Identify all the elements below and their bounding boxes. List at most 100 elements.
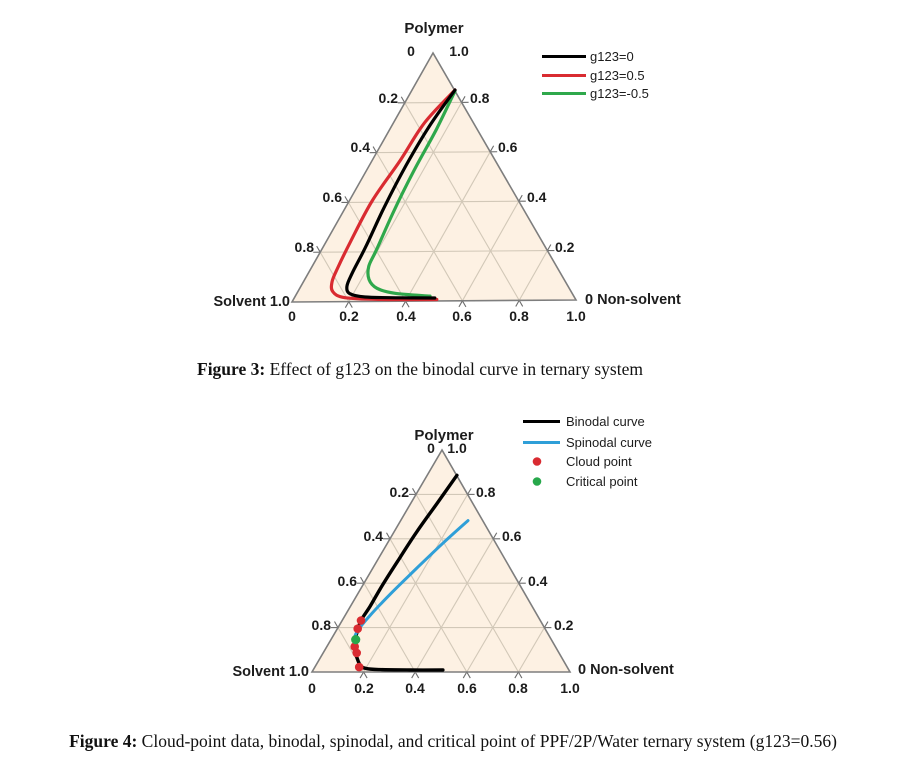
cloud-point-dot	[354, 662, 364, 672]
figure3-caption-label: Figure 3:	[197, 359, 266, 379]
tick-mark	[492, 532, 498, 540]
tick-label: 0.2	[554, 617, 574, 633]
tick-label: 0.6	[502, 528, 522, 544]
figure3-plot: Polymer 0 1.0 Solvent 1.0 0 Non-solvent …	[213, 20, 681, 324]
grid-line	[466, 582, 520, 673]
figure4-caption-label: Figure 4:	[69, 731, 138, 751]
tick-mark	[458, 300, 463, 308]
figure3-curve-g123--0.5	[366, 89, 457, 298]
tick-label: 0.8	[295, 239, 315, 255]
tick-label: 0.8	[476, 484, 496, 500]
tick-label: 0.6	[457, 680, 477, 696]
tick-label: 0.6	[498, 139, 518, 155]
tick-mark	[372, 146, 378, 153]
critical-point-dot	[351, 635, 361, 645]
tick-label: 0.4	[405, 680, 425, 696]
tick-mark	[518, 300, 524, 307]
tick-label: 0.4	[528, 573, 548, 589]
tick-label: 0.6	[338, 573, 358, 589]
figure3-right-tick-labels: 0.8 0.6 0.4 0.2	[470, 90, 575, 255]
figure4-triangle-border	[310, 448, 572, 673]
tick-label: 0.8	[470, 90, 490, 106]
figure3-grid	[313, 96, 555, 308]
tick-label: 0	[288, 308, 296, 324]
legend-label-g123-0: g123=0	[590, 49, 634, 64]
tick-label: 0.2	[390, 484, 410, 500]
figure3-caption: Figure 3: Effect of g123 on the binodal …	[0, 359, 840, 380]
tick-mark	[515, 300, 520, 307]
tick-label: 0.4	[527, 189, 547, 205]
grid-line	[405, 151, 491, 302]
tick-label: 0.4	[351, 139, 371, 155]
tick-mark	[543, 621, 549, 628]
figure3-bottom-tick-labels: 0 0.2 0.4 0.6 0.8 1.0	[288, 308, 586, 324]
grid-line	[518, 250, 548, 301]
grid-line	[376, 152, 463, 302]
tick-label: 1.0	[566, 308, 586, 324]
cloud-point-dot	[356, 616, 366, 625]
legend-dot-cloud-point	[532, 457, 542, 466]
legend-label-cloud-point: Cloud point	[566, 454, 632, 469]
tick-mark	[359, 671, 365, 679]
tick-mark	[360, 576, 365, 584]
figure4-corner-nonsolvent: 0 Non-solvent	[578, 662, 674, 678]
grid-line	[376, 151, 491, 154]
tick-label: 0.4	[364, 528, 384, 544]
tick-mark	[466, 671, 471, 679]
tick-mark	[461, 300, 467, 308]
tick-mark	[412, 488, 417, 495]
figure4-grid	[331, 488, 552, 679]
figure4-triangle-area	[312, 450, 570, 672]
figure4-caption: Figure 4: Cloud-point data, binodal, spi…	[0, 731, 906, 752]
tick-mark	[400, 96, 406, 104]
tick-label: 0.6	[323, 189, 343, 205]
grid-line	[517, 627, 545, 673]
tick-mark	[363, 671, 368, 679]
tick-mark	[411, 671, 416, 679]
figure3-legend: g123=0 g123=0.5 g123=-0.5	[542, 49, 649, 101]
tick-mark	[467, 488, 472, 495]
figure3-triangle-area	[292, 53, 576, 302]
figure3-apex-title: Polymer	[404, 20, 463, 37]
figure3-left-tick-labels: 0.2 0.4 0.6 0.8	[295, 90, 399, 255]
legend-dot-critical-point	[532, 477, 542, 486]
legend-label-critical-point: Critical point	[566, 474, 638, 489]
tick-mark	[344, 301, 350, 308]
tick-mark	[546, 244, 552, 251]
figure4-cloud-points	[350, 616, 366, 672]
tick-mark	[386, 532, 391, 540]
tick-mark	[401, 300, 407, 308]
tick-mark	[489, 145, 495, 153]
tick-mark	[461, 96, 466, 103]
tick-label: 0.2	[555, 239, 575, 255]
tick-label: 0.8	[312, 617, 332, 633]
figure4-apex-title: Polymer	[414, 427, 473, 444]
tick-mark	[517, 671, 523, 679]
legend-label-spinodal: Spinodal curve	[566, 435, 652, 450]
grid-line	[348, 200, 519, 203]
figure3-curve-g123-0	[345, 88, 457, 300]
tick-mark	[405, 300, 410, 308]
tick-mark	[518, 576, 523, 584]
tick-mark	[462, 671, 468, 679]
figure3-corner-nonsolvent: 0 Non-solvent	[585, 292, 681, 308]
figure4-legend: Binodal curve Spinodal curve Cloud point…	[523, 414, 652, 489]
tick-mark	[518, 194, 523, 202]
grid-line	[461, 200, 520, 302]
figure4-apex-tick-right: 1.0	[447, 440, 467, 456]
legend-label-binodal: Binodal curve	[566, 414, 645, 429]
tick-mark	[316, 245, 321, 253]
figure3-curve-g123-0.5	[329, 88, 457, 302]
tick-label: 0.6	[452, 308, 472, 324]
tick-label: 0.2	[354, 680, 374, 696]
figure4-left-tick-labels: 0.2 0.4 0.6 0.8	[312, 484, 410, 633]
tick-label: 0	[308, 680, 316, 696]
figure3-apex-tick-right: 1.0	[449, 43, 469, 59]
figure3-corner-solvent: Solvent 1.0	[213, 294, 290, 310]
figure4-critical-point	[351, 635, 361, 645]
grid-line	[389, 538, 468, 673]
legend-label-g123-0.5: g123=0.5	[590, 68, 645, 83]
figure3-caption-text: Effect of g123 on the binodal curve in t…	[265, 359, 643, 379]
